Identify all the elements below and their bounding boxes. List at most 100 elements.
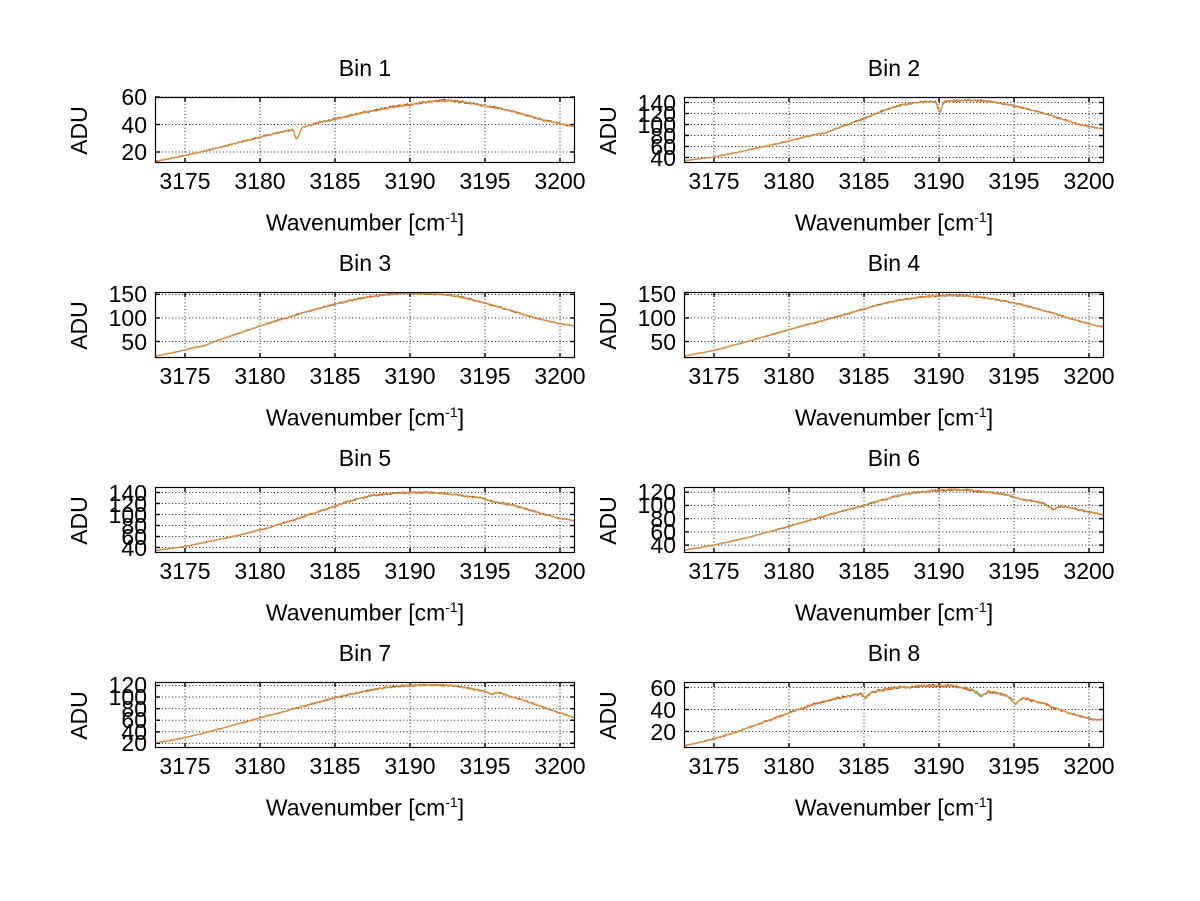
- x-tick-label: 3185: [309, 168, 361, 194]
- subplot-title: Bin 1: [338, 55, 392, 81]
- y-tick-label: 40: [121, 718, 147, 745]
- x-tick-label: 3175: [688, 363, 740, 389]
- x-axis-label-text: Wavenumber [cm: [794, 599, 975, 626]
- axis-frame: [683, 486, 1105, 554]
- subplot-title: Bin 2: [867, 55, 921, 81]
- spectrum-trace: [154, 491, 576, 552]
- axis-frame: [154, 291, 576, 359]
- x-axis-label: Wavenumber [cm-1]: [684, 204, 1104, 236]
- subplot-title: Bin 5: [338, 445, 392, 471]
- plot-area: [683, 486, 1105, 554]
- x-axis-label-close: ]: [457, 794, 465, 821]
- spectrum-trace: [683, 98, 1105, 162]
- plot-area: [154, 291, 576, 359]
- x-tick-label: 3190: [384, 363, 436, 389]
- x-axis-label-superscript: -1: [445, 209, 458, 225]
- y-tick-label: 40: [121, 534, 147, 561]
- x-axis-label: Wavenumber [cm-1]: [684, 399, 1104, 431]
- x-tick-label: 3200: [534, 753, 586, 779]
- y-tick-label: 60: [121, 84, 147, 110]
- y-tick-label: 100: [637, 492, 676, 519]
- x-tick-label: 3190: [913, 753, 965, 779]
- x-tick-label: 3190: [384, 753, 436, 779]
- y-tick-label: 80: [650, 122, 676, 149]
- x-axis-label: Wavenumber [cm-1]: [155, 594, 575, 626]
- x-tick-label: 3190: [913, 558, 965, 584]
- subplot-title: Bin 6: [867, 445, 921, 471]
- y-tick-label: 120: [637, 479, 676, 506]
- x-axis-label-close: ]: [986, 404, 994, 431]
- x-tick-label: 3195: [459, 168, 511, 194]
- y-tick-label: 80: [650, 505, 676, 532]
- spectrum-trace: [154, 491, 576, 552]
- x-axis-label-text: Wavenumber [cm: [265, 404, 446, 431]
- y-tick-label: 20: [650, 718, 676, 745]
- y-tick-label: 120: [108, 672, 147, 699]
- x-tick-label: 3190: [913, 168, 965, 194]
- subplot: Bin 3 ADU Wavenumber [cm-1] 50 100 150 3175…: [66, 250, 586, 431]
- spectrum-trace: [154, 99, 576, 163]
- spectrum-trace: [154, 291, 576, 357]
- x-tick-label: 3190: [384, 168, 436, 194]
- y-tick-label: 60: [650, 518, 676, 545]
- x-tick-label: 3195: [459, 363, 511, 389]
- x-axis-label-text: Wavenumber [cm: [794, 209, 975, 236]
- spectrum-trace: [683, 99, 1105, 162]
- x-tick-label: 3200: [534, 558, 586, 584]
- x-tick-label: 3195: [459, 753, 511, 779]
- y-tick-label: 120: [108, 490, 147, 517]
- x-tick-label: 3195: [988, 363, 1040, 389]
- x-axis-label: Wavenumber [cm-1]: [155, 399, 575, 431]
- axis-frame: [683, 96, 1105, 164]
- y-tick-label: 60: [650, 133, 676, 160]
- y-tick-label: 80: [121, 695, 147, 722]
- subplot: Bin 8 ADU Wavenumber [cm-1] 20 40 60 3175 31…: [595, 640, 1115, 821]
- y-tick-label: 100: [108, 501, 147, 528]
- x-axis-label-close: ]: [457, 209, 465, 236]
- x-axis-label: Wavenumber [cm-1]: [684, 594, 1104, 626]
- y-tick-label: 100: [637, 111, 676, 138]
- x-tick-label: 3185: [838, 168, 890, 194]
- plot-area: [154, 96, 576, 164]
- x-axis-label-text: Wavenumber [cm: [794, 404, 975, 431]
- subplot: Bin 4 ADU Wavenumber [cm-1] 50 100 150 3175…: [595, 250, 1115, 431]
- axis-frame: [154, 486, 576, 554]
- x-axis-label: Wavenumber [cm-1]: [684, 789, 1104, 821]
- y-tick-label: 20: [121, 730, 147, 757]
- x-tick-label: 3190: [384, 558, 436, 584]
- x-axis-label-superscript: -1: [974, 599, 987, 615]
- subplot: Bin 6 ADU Wavenumber [cm-1] 40 60 80 100 120…: [595, 445, 1115, 626]
- x-tick-label: 3185: [309, 363, 361, 389]
- y-tick-label: 120: [637, 100, 676, 127]
- axis-frame: [154, 681, 576, 749]
- x-axis-label-superscript: -1: [445, 794, 458, 810]
- x-axis-label-text: Wavenumber [cm: [265, 794, 446, 821]
- spectrum-trace: [683, 684, 1105, 747]
- x-tick-label: 3195: [988, 168, 1040, 194]
- x-tick-label: 3190: [913, 363, 965, 389]
- x-axis-label-text: Wavenumber [cm: [794, 794, 975, 821]
- subplot: Bin 1 ADU Wavenumber [cm-1] 20 40 60 3175 31…: [66, 55, 586, 236]
- y-tick-label: 80: [121, 512, 147, 539]
- spectrum-trace: [683, 488, 1105, 551]
- y-tick-label: 40: [650, 532, 676, 559]
- subplot: Bin 7 ADU Wavenumber [cm-1] 20 40 60 80 100 1…: [66, 640, 586, 821]
- spectrum-trace: [154, 292, 576, 357]
- x-tick-label: 3180: [763, 753, 815, 779]
- x-axis-label-close: ]: [986, 794, 994, 821]
- x-tick-label: 3185: [838, 753, 890, 779]
- x-tick-label: 3200: [1063, 168, 1115, 194]
- x-axis-label-close: ]: [457, 404, 465, 431]
- subplot-title: Bin 3: [338, 250, 392, 276]
- plot-area: [683, 681, 1105, 749]
- spectrum-trace: [683, 488, 1105, 551]
- plot-area: [154, 486, 576, 554]
- subplot-title: Bin 8: [867, 640, 921, 666]
- y-tick-label: 150: [637, 281, 676, 308]
- y-tick-label: 40: [650, 696, 676, 723]
- x-axis-label-text: Wavenumber [cm: [265, 209, 446, 236]
- x-axis-label-close: ]: [457, 599, 465, 626]
- spectrum-trace: [154, 683, 576, 744]
- y-tick-label: 100: [637, 304, 676, 331]
- y-tick-label: 100: [108, 304, 147, 331]
